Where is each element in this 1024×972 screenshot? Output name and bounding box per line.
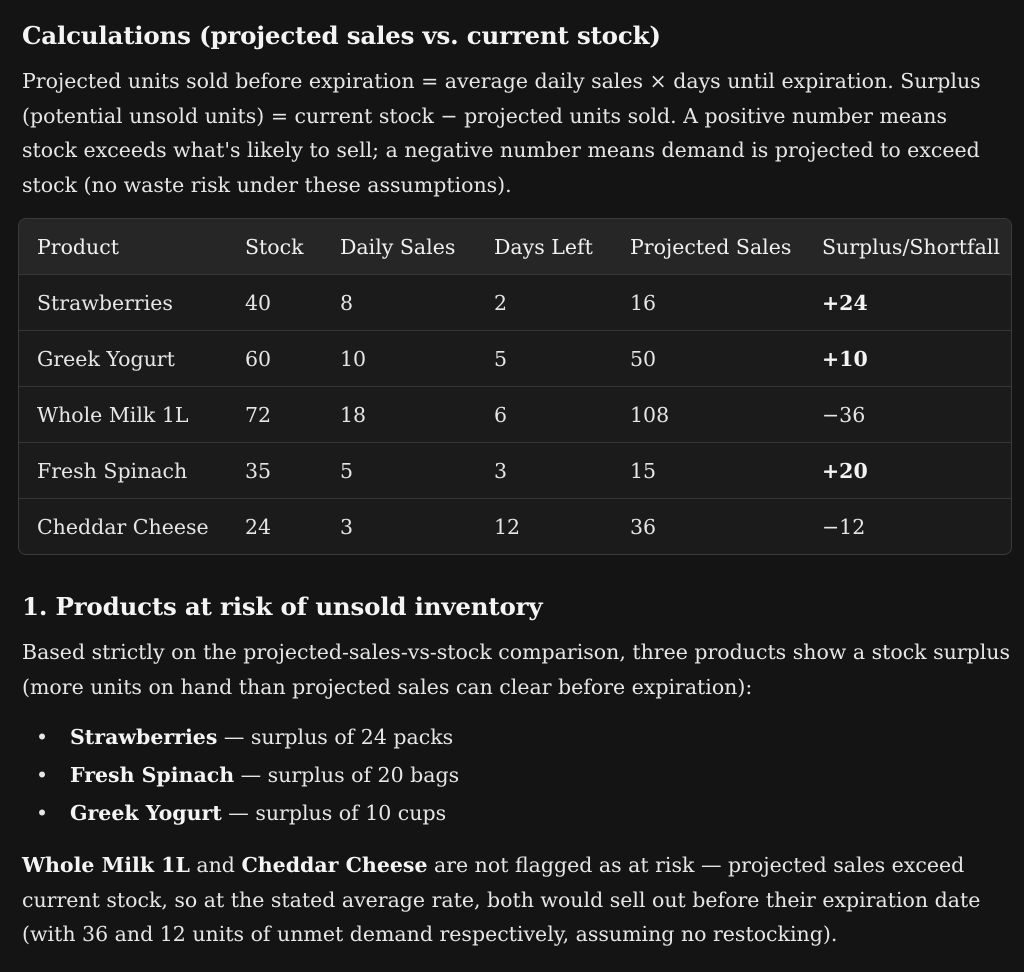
table-row: Whole Milk 1L 72 18 6 108 −36 — [19, 386, 1011, 443]
header-surplus-shortfall: Surplus/Shortfall — [822, 234, 1000, 259]
cell-projected-sales: 15 — [612, 442, 804, 499]
cell-days-left: 12 — [476, 498, 612, 554]
cell-product: Fresh Spinach — [19, 442, 227, 499]
cell-projected-sales: 108 — [612, 386, 804, 443]
table-row: Cheddar Cheese 24 3 12 36 −12 — [19, 498, 1011, 554]
closing-and: and — [189, 853, 242, 877]
cell-projected-sales: 16 — [612, 274, 804, 331]
cell-days-left: 2 — [476, 274, 612, 331]
risk-intro: Based strictly on the projected-sales-vs… — [22, 640, 1011, 699]
table-header-row: Product Stock Daily Sales Days Left Proj… — [19, 219, 1011, 275]
table-row: Greek Yogurt 60 10 5 50 +10 — [19, 330, 1011, 387]
list-item-product: Greek Yogurt — [70, 801, 222, 825]
table-row: Strawberries 40 8 2 16 +24 — [19, 274, 1011, 331]
cell-daily-sales: 18 — [322, 386, 476, 443]
bullet-icon: • — [36, 763, 49, 787]
header-product: Product — [37, 234, 119, 259]
cell-daily-sales: 5 — [322, 442, 476, 499]
cell-stock: 40 — [227, 274, 322, 331]
cell-days-left: 5 — [476, 330, 612, 387]
list-item-product: Fresh Spinach — [70, 763, 235, 787]
header-days-left: Days Left — [494, 234, 593, 259]
at-risk-list: • Strawberries — surplus of 24 packs • F… — [22, 718, 1012, 832]
cell-stock: 35 — [227, 442, 322, 499]
cell-product: Whole Milk 1L — [19, 386, 227, 443]
cell-daily-sales: 8 — [322, 274, 476, 331]
closing-product-2: Cheddar Cheese — [241, 853, 428, 877]
inventory-table: Product Stock Daily Sales Days Left Proj… — [19, 219, 1011, 554]
header-projected-sales: Projected Sales — [630, 234, 792, 259]
cell-surplus: +24 — [804, 274, 1011, 331]
cell-product: Strawberries — [19, 274, 227, 331]
cell-surplus: +10 — [804, 330, 1011, 387]
calculations-intro: Projected units sold before expiration =… — [22, 69, 981, 197]
cell-product: Cheddar Cheese — [19, 498, 227, 554]
cell-stock: 24 — [227, 498, 322, 554]
closing-paragraph: Whole Milk 1L and Cheddar Cheese are not… — [22, 848, 1007, 952]
cell-projected-sales: 36 — [612, 498, 804, 554]
header-daily-sales: Daily Sales — [340, 234, 456, 259]
document-content: Calculations (projected sales vs. curren… — [18, 18, 1012, 952]
list-item: • Strawberries — surplus of 24 packs — [36, 718, 1012, 756]
bullet-icon: • — [36, 725, 49, 749]
calculations-heading: Calculations (projected sales vs. curren… — [22, 21, 661, 50]
cell-stock: 60 — [227, 330, 322, 387]
closing-text: are not flagged as at risk — projected s… — [22, 853, 981, 946]
cell-daily-sales: 3 — [322, 498, 476, 554]
list-item-detail: — surplus of 24 packs — [217, 725, 454, 749]
cell-days-left: 6 — [476, 386, 612, 443]
risk-heading: 1. Products at risk of unsold inventory — [22, 592, 543, 621]
bullet-icon: • — [36, 801, 49, 825]
header-stock: Stock — [245, 234, 304, 259]
list-item-product: Strawberries — [70, 725, 218, 749]
cell-stock: 72 — [227, 386, 322, 443]
risk-section: 1. Products at risk of unsold inventory … — [22, 589, 1012, 952]
cell-days-left: 3 — [476, 442, 612, 499]
cell-surplus: +20 — [804, 442, 1011, 499]
list-item: • Fresh Spinach — surplus of 20 bags — [36, 756, 1012, 794]
cell-daily-sales: 10 — [322, 330, 476, 387]
inventory-table-container: Product Stock Daily Sales Days Left Proj… — [18, 218, 1012, 555]
cell-shortfall: −12 — [804, 498, 1011, 554]
list-item-detail: — surplus of 10 cups — [221, 801, 447, 825]
cell-product: Greek Yogurt — [19, 330, 227, 387]
list-item-detail: — surplus of 20 bags — [234, 763, 460, 787]
closing-product-1: Whole Milk 1L — [22, 853, 190, 877]
cell-projected-sales: 50 — [612, 330, 804, 387]
list-item: • Greek Yogurt — surplus of 10 cups — [36, 794, 1012, 832]
table-row: Fresh Spinach 35 5 3 15 +20 — [19, 442, 1011, 499]
cell-shortfall: −36 — [804, 386, 1011, 443]
